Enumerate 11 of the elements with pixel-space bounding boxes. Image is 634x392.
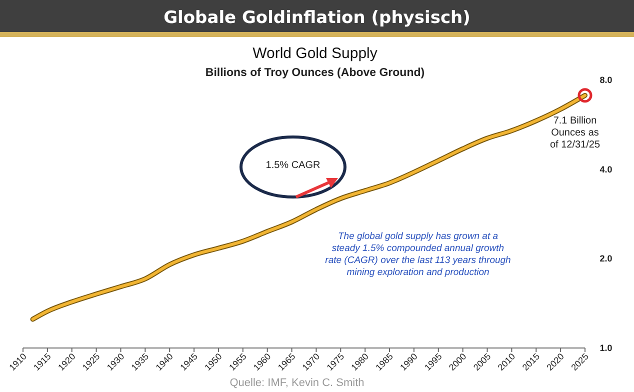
y-tick-label: 4.0: [600, 164, 612, 174]
annotation: 1.5% CAGR: [266, 160, 320, 171]
chart-title: Globale Goldinflation (physisch): [164, 8, 470, 28]
source-note: Quelle: IMF, Kevin C. Smith: [230, 377, 364, 389]
annotation: 7.1 Billion Ounces as of 12/31/25: [550, 115, 600, 150]
annotation: The global gold supply has grown at a steady 1.5% compounded annual growth rate (CAGR) over the last 113 years through mining exploration and production: [325, 231, 511, 278]
y-tick-label: 8.0: [600, 75, 612, 85]
y-tick-label: 1.0: [600, 343, 612, 353]
y-axis-title: Billions of Troy Ounces (Above Ground): [205, 67, 425, 79]
y-tick-label: 2.0: [600, 254, 612, 264]
chart-subtitle: World Gold Supply: [252, 45, 378, 62]
